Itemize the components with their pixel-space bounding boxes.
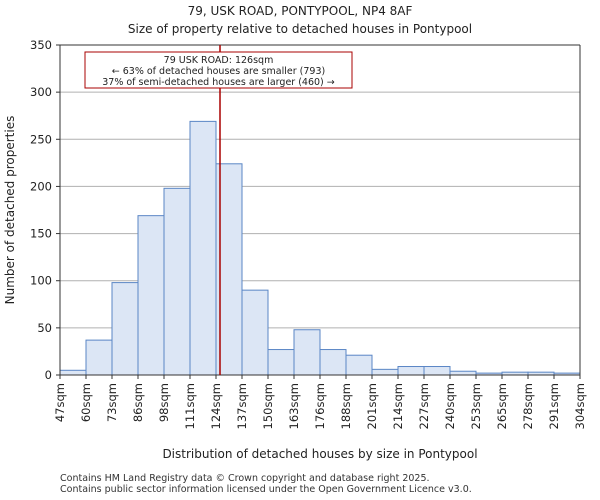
histogram-bar bbox=[59, 369, 87, 376]
histogram-bar bbox=[345, 354, 373, 376]
x-tick-label: 278sqm bbox=[521, 383, 535, 429]
x-tick-label: 227sqm bbox=[417, 383, 431, 429]
annotation-box bbox=[84, 51, 353, 89]
chart-subtitle: Size of property relative to detached ho… bbox=[127, 22, 473, 36]
x-tick-label: 124sqm bbox=[209, 383, 223, 429]
x-tick-label: 188sqm bbox=[339, 383, 353, 429]
x-tick-label: 137sqm bbox=[235, 383, 249, 429]
histogram-bar bbox=[319, 349, 347, 376]
histogram-bar bbox=[449, 370, 477, 376]
histogram-bar bbox=[111, 282, 139, 376]
y-tick-label: 150 bbox=[30, 227, 52, 241]
histogram-bar bbox=[397, 366, 425, 376]
y-tick-label: 300 bbox=[30, 85, 52, 99]
y-tick-label: 250 bbox=[30, 132, 52, 146]
histogram-bar bbox=[423, 366, 451, 376]
x-tick-label: 253sqm bbox=[469, 383, 483, 429]
histogram-bar bbox=[241, 289, 269, 376]
x-tick-label: 201sqm bbox=[365, 383, 379, 429]
x-tick-label: 240sqm bbox=[443, 383, 457, 429]
x-tick-label: 111sqm bbox=[183, 383, 197, 429]
y-axis-title: Number of detached properties bbox=[3, 116, 17, 305]
histogram-bar bbox=[163, 187, 191, 376]
histogram-bar bbox=[137, 215, 165, 376]
annotation-line: ← 63% of detached houses are smaller (79… bbox=[112, 66, 325, 77]
annotation-line: 37% of semi-detached houses are larger (… bbox=[102, 77, 335, 88]
x-tick-label: 98sqm bbox=[157, 383, 171, 422]
annotation-line: 79 USK ROAD: 126sqm bbox=[164, 55, 274, 66]
x-tick-label: 47sqm bbox=[53, 383, 67, 422]
histogram-bar bbox=[85, 339, 113, 376]
x-tick-label: 214sqm bbox=[391, 383, 405, 429]
x-tick-label: 60sqm bbox=[79, 383, 93, 422]
x-tick-label: 291sqm bbox=[547, 383, 561, 429]
histogram-bar bbox=[371, 368, 399, 376]
x-axis-title: Distribution of detached houses by size … bbox=[162, 447, 477, 461]
y-tick-label: 0 bbox=[45, 368, 52, 382]
footer-licence: Contains public sector information licen… bbox=[60, 484, 472, 495]
y-tick-label: 350 bbox=[30, 38, 52, 52]
y-tick-label: 100 bbox=[30, 274, 52, 288]
x-tick-label: 176sqm bbox=[313, 383, 327, 429]
histogram-chart: 0 50 100 150 200 250 300 350 47sqm 60sqm 73sqm 86sq… bbox=[3, 38, 587, 461]
x-tick-label: 150sqm bbox=[261, 383, 275, 429]
footer-copyright: Contains HM Land Registry data © Crown c… bbox=[60, 473, 430, 484]
histogram-bar bbox=[293, 329, 321, 376]
y-tick-label: 50 bbox=[37, 321, 52, 335]
y-tick-label: 200 bbox=[30, 179, 52, 193]
x-tick-label: 304sqm bbox=[573, 383, 587, 429]
x-tick-label: 265sqm bbox=[495, 383, 509, 429]
histogram-bar bbox=[267, 349, 295, 376]
x-tick-label: 73sqm bbox=[105, 383, 119, 422]
x-tick-label: 86sqm bbox=[131, 383, 145, 422]
x-tick-label: 163sqm bbox=[287, 383, 301, 429]
chart-title: 79, USK ROAD, PONTYPOOL, NP4 8AF bbox=[187, 4, 413, 18]
histogram-bar bbox=[189, 120, 217, 376]
